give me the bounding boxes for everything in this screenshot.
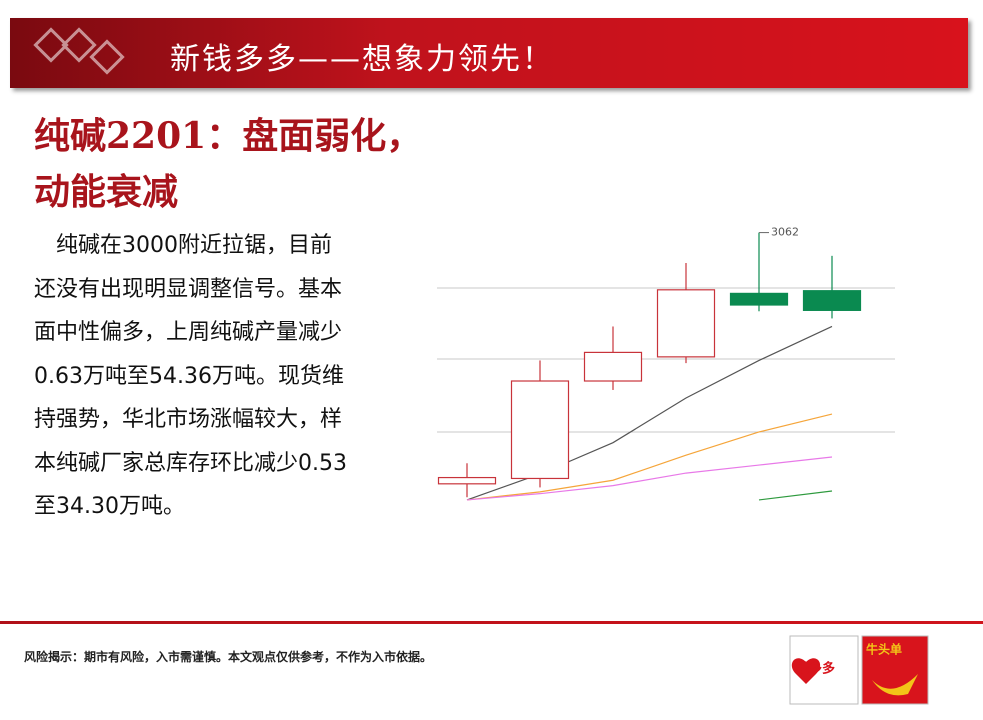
title-line: 动能衰减 xyxy=(34,171,179,213)
title-line: 纯碱2201：盘面弱化， xyxy=(34,115,423,157)
header-ornament xyxy=(33,27,125,75)
logo-text: 牛头单 xyxy=(866,642,902,657)
header-bar xyxy=(10,18,968,88)
body-text: 纯碱在3000附近拉锯，目前 还没有出现明显调整信号。基本 面中性偏多，上周纯碱产量… xyxy=(34,224,424,529)
ma-line xyxy=(466,456,833,501)
footer-text: 风险揭示：期市有风险，入市需谨慎。本文观点仅供参考，不作为入市依据。 xyxy=(24,650,433,664)
body-line: 0.63万吨至54.36万吨。现货维 xyxy=(34,363,344,389)
ma-line xyxy=(466,413,833,501)
candle-body xyxy=(583,351,643,382)
body-line: 面中性偏多，上周纯碱产量减少 xyxy=(34,320,343,345)
candle-body xyxy=(656,289,716,358)
body-line: 持强势，华北市场涨幅较大，样 xyxy=(34,407,343,432)
candle-body xyxy=(437,476,497,485)
header-title: 新钱多多——想象力领先！ xyxy=(170,42,554,77)
footer-line xyxy=(0,621,983,624)
candle-body xyxy=(729,292,789,306)
body-line: 纯碱在3000附近拉锯，目前 xyxy=(34,233,332,258)
body-line: 还没有出现明显调整信号。基本 xyxy=(34,276,343,302)
logo-text: 钱多多 xyxy=(796,661,835,677)
candle-body xyxy=(802,290,862,311)
body-line: 本纯碱厂家总库存环比减少0.53 xyxy=(34,450,347,476)
ma-line xyxy=(758,490,833,501)
slide-title: 纯碱2201：盘面弱化， 动能衰减 xyxy=(34,108,422,220)
body-line: 至34.30万吨。 xyxy=(34,494,185,519)
candle-body xyxy=(510,380,570,480)
annotation-label: 3062 xyxy=(771,226,799,239)
logo xyxy=(789,635,929,705)
